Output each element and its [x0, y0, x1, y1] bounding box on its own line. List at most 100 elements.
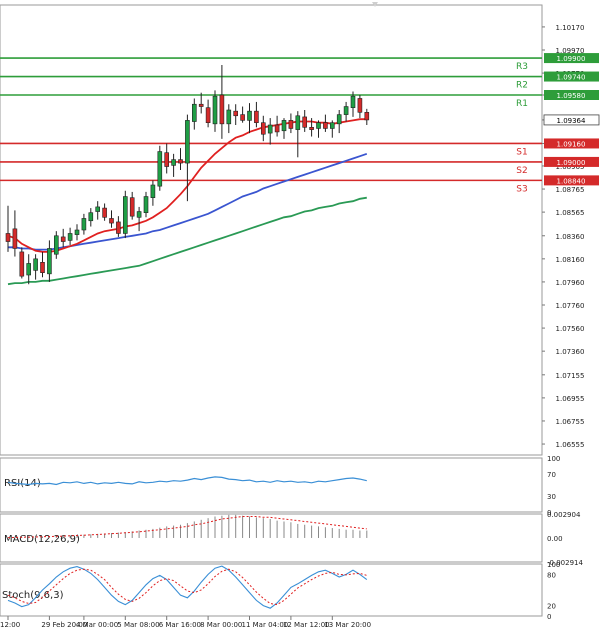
x-tick-label: 5 Mar 08:00	[117, 621, 159, 629]
candle-body	[26, 263, 32, 276]
candle-body	[12, 228, 18, 249]
level-price-box	[544, 156, 599, 167]
price-tick-label: 1.07560	[556, 325, 585, 333]
x-tick-label: 12 Mar 12:00	[283, 621, 330, 629]
candle-body	[143, 196, 149, 213]
x-tick-label: 12:00	[0, 621, 20, 629]
level-name-r2: R2	[516, 81, 528, 91]
scroll-marker	[372, 2, 378, 7]
level-name-r1: R1	[516, 99, 528, 109]
candle-body	[343, 106, 349, 115]
level-price-box	[544, 175, 599, 186]
price-tick-label: 1.07960	[556, 279, 585, 287]
candle-body	[267, 124, 273, 134]
candle-body	[74, 229, 80, 235]
price-tick-label: 1.07760	[556, 302, 585, 310]
macd-tick-label: 0.00	[547, 535, 563, 543]
price-tick-label: 1.08160	[556, 256, 585, 264]
x-tick-label: 11 Mar 04:00	[242, 621, 289, 629]
level-name-s3: S3	[516, 184, 527, 194]
stoch-tick-label: 0	[547, 613, 551, 621]
candle-body	[33, 258, 38, 271]
level-name-s1: S1	[516, 147, 527, 157]
price-tick-label: 1.07360	[556, 348, 585, 356]
x-tick-label: 8 Mar 00:00	[200, 621, 242, 629]
candle-body	[198, 103, 204, 107]
candle-body	[212, 95, 218, 125]
candle-body	[95, 206, 100, 212]
candle-body	[81, 218, 87, 231]
level-price-box	[544, 138, 599, 149]
current-price-label: 1.09364	[557, 117, 586, 125]
price-tick-label: 1.08965	[556, 163, 585, 171]
candle-body	[364, 112, 370, 121]
level-price-box	[544, 71, 599, 82]
level-price-label: 1.09000	[557, 159, 586, 167]
candle-body	[274, 124, 280, 133]
main-panel	[0, 4, 543, 456]
price-tick-label: 1.08360	[556, 233, 585, 241]
candle-body	[295, 115, 301, 130]
rsi-tick-label: 70	[547, 471, 556, 479]
candle-body	[323, 122, 328, 129]
candle-body	[309, 127, 314, 130]
candle-body	[260, 122, 266, 135]
candle-body	[60, 236, 66, 242]
candle-body	[102, 207, 107, 218]
x-tick-label: 4 Mar 00:00	[76, 621, 118, 629]
candle-body	[357, 98, 363, 113]
stoch-tick-label: 80	[547, 571, 556, 579]
stoch-tick-label: 20	[547, 603, 556, 611]
macd-tick-label: -0.002914	[547, 559, 583, 567]
candle-body	[329, 122, 335, 129]
candle-body	[240, 114, 245, 121]
candle-body	[302, 116, 308, 128]
candle-body	[350, 95, 356, 108]
price-tick-label: 1.08565	[556, 209, 585, 217]
price-tick-label: 1.09970	[556, 47, 585, 55]
candle-body	[219, 94, 225, 125]
rsi-line	[7, 476, 367, 486]
candle-body	[157, 151, 163, 187]
level-price-label: 1.09160	[557, 140, 586, 148]
rsi-tick-label: 30	[547, 493, 556, 501]
candle-body	[67, 233, 73, 241]
candle-body	[192, 103, 197, 122]
candle-body	[288, 120, 294, 129]
candle-body	[233, 110, 238, 117]
candle-body	[109, 218, 114, 224]
candle-body	[336, 114, 342, 125]
stoch-tick-label: 100	[547, 561, 560, 569]
candle-body	[116, 221, 121, 234]
ma-slow-line	[7, 196, 367, 286]
candle-body	[47, 248, 52, 275]
candle-body	[316, 122, 321, 129]
candle-body	[185, 120, 190, 164]
price-tick-label: 1.06755	[556, 418, 585, 426]
price-tick-label: 1.08765	[556, 186, 585, 194]
x-tick-label: 29 Feb 20:00	[41, 621, 87, 629]
candle-body	[129, 197, 135, 217]
rsi-tick-label: 0	[547, 509, 551, 517]
candle-body	[171, 159, 176, 166]
level-price-box	[544, 53, 599, 64]
level-name-r3: R3	[516, 62, 528, 72]
x-tick-label: 13 Mar 20:00	[324, 621, 371, 629]
candle-body	[178, 159, 183, 164]
candle-body	[164, 152, 169, 167]
rsi-panel	[0, 457, 543, 513]
candle-body	[247, 110, 252, 121]
candle-body	[123, 196, 128, 234]
macd-title: MACD(12,26,9)	[4, 534, 80, 545]
stoch-title: Stoch(9,6,3)	[2, 590, 64, 601]
x-tick-label: 6 Mar 16:00	[159, 621, 201, 629]
candle-body	[150, 184, 156, 198]
candle-body	[19, 251, 25, 277]
level-price-box	[544, 90, 599, 100]
price-tick-label: 1.10170	[556, 24, 585, 32]
candle-body	[136, 211, 142, 218]
macd-signal-line	[7, 516, 367, 539]
price-tick-label: 1.06555	[556, 441, 585, 449]
macd-panel	[0, 513, 543, 563]
